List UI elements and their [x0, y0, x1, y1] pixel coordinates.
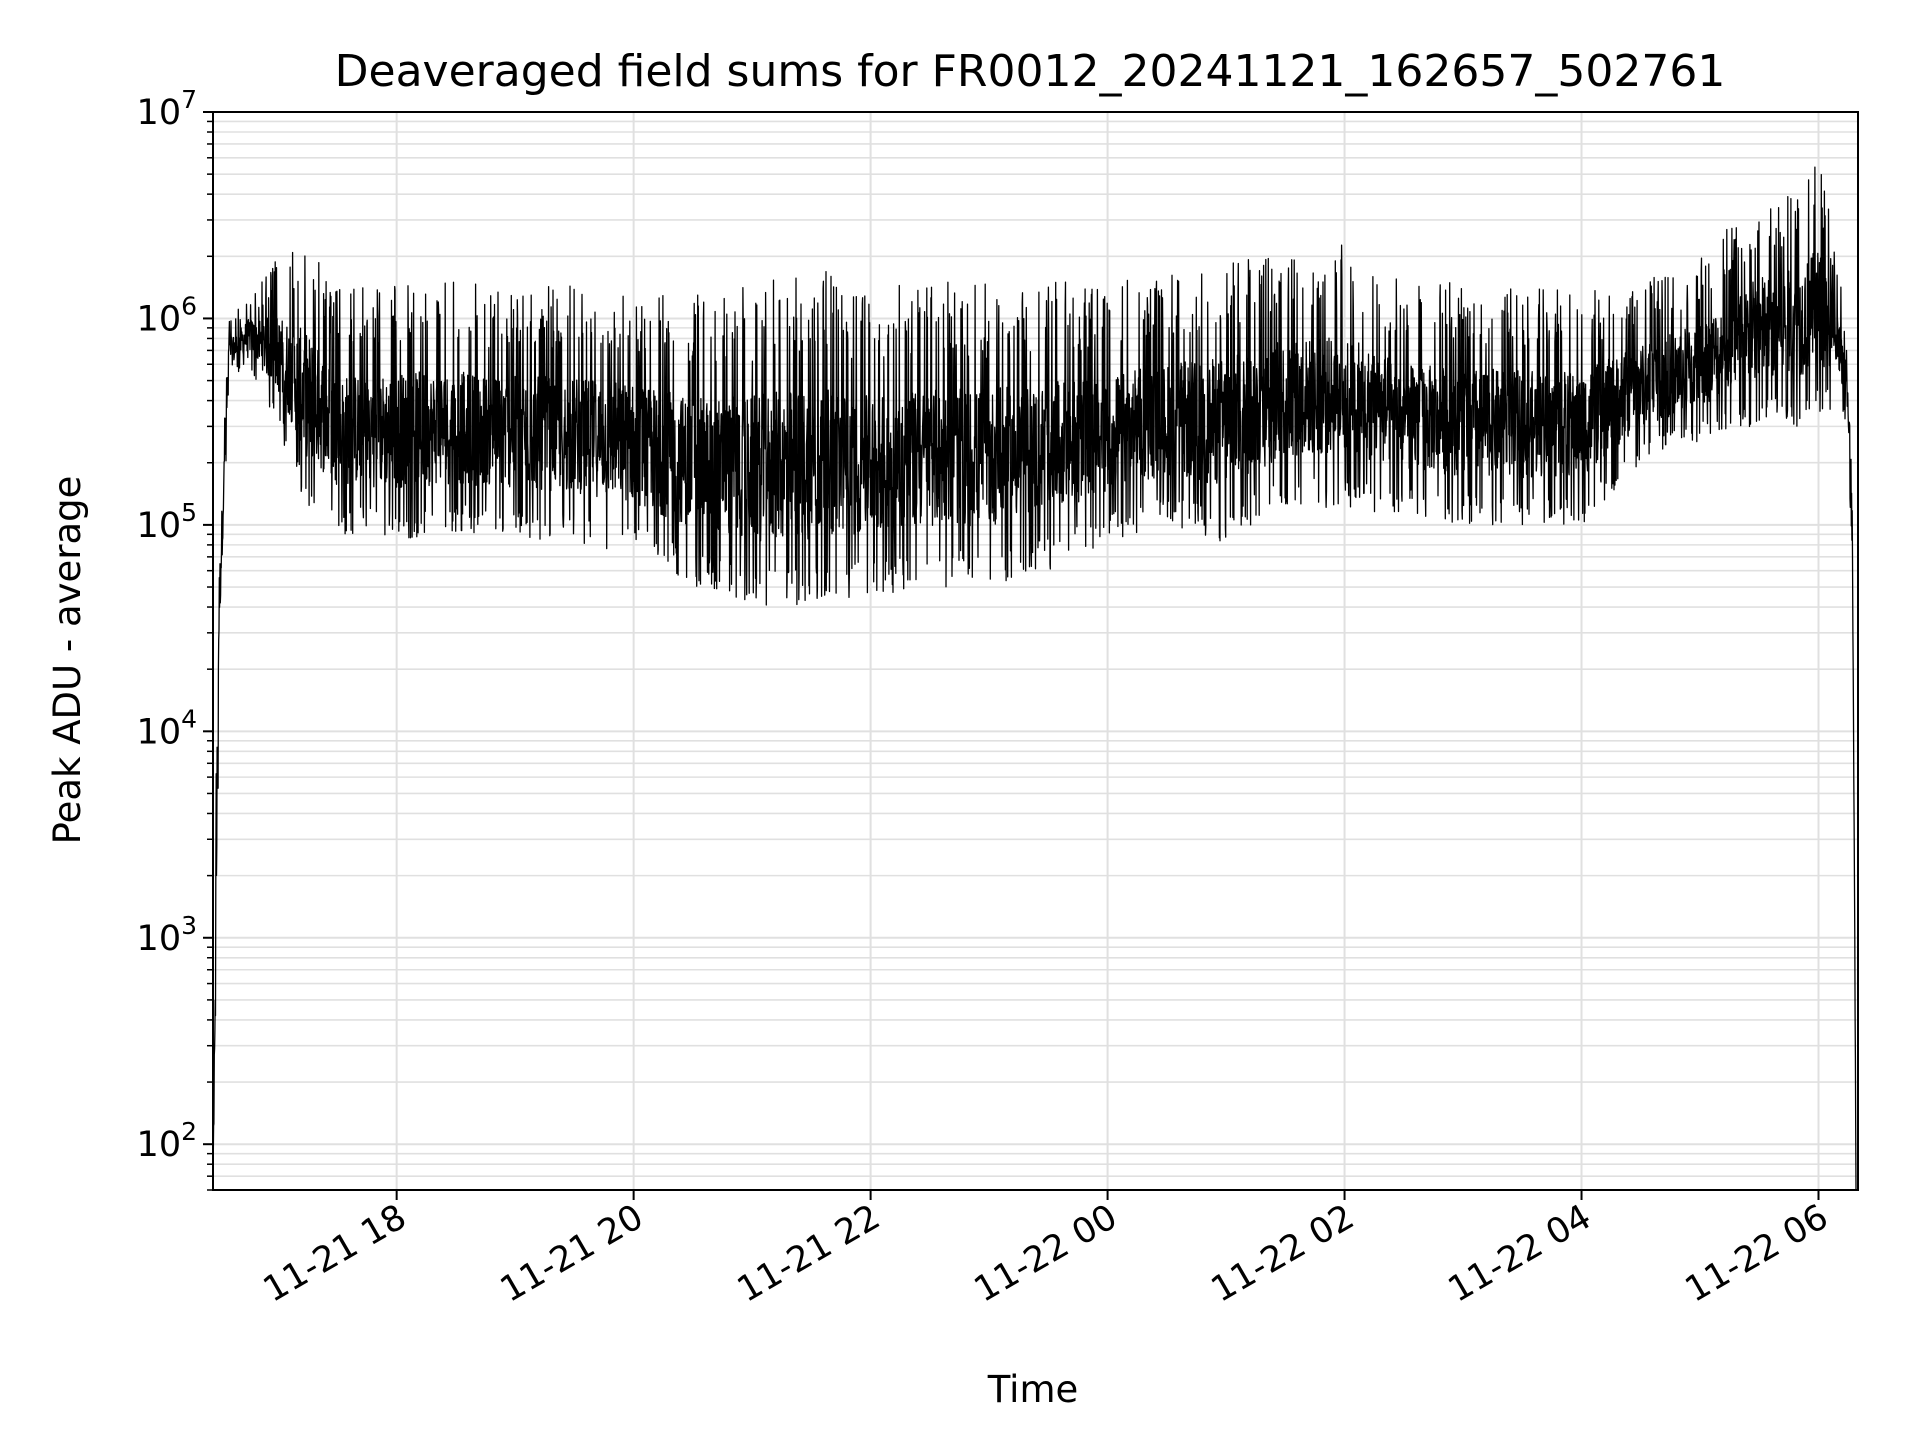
x-tick-label: 11-21 20 — [494, 1197, 650, 1310]
x-tick-label: 11-22 02 — [1205, 1197, 1361, 1310]
y-axis-label: Peak ADU - average — [46, 476, 89, 845]
series-path — [212, 166, 1857, 1191]
x-tick-label: 11-21 18 — [257, 1197, 413, 1310]
y-tick-label: 106 — [137, 291, 197, 339]
grid — [213, 111, 1858, 1191]
x-tick-label: 11-22 06 — [1679, 1197, 1835, 1310]
plot-area-frame — [212, 111, 1859, 1191]
x-axis-label: Time — [987, 1368, 1079, 1411]
x-axis-ticks: 11-21 18 11-21 20 11-21 22 11-22 00 11-22 02… — [257, 1190, 1835, 1310]
y-axis-ticks: 102 103 104 105 106 107 — [137, 85, 213, 1191]
y-tick-label: 104 — [137, 704, 197, 752]
y-tick-label: 103 — [137, 911, 197, 959]
x-tick-label: 11-21 22 — [731, 1197, 887, 1310]
chart-title: Deaveraged field sums for FR0012_2024112… — [335, 46, 1726, 97]
x-tick-label: 11-22 04 — [1442, 1197, 1598, 1310]
series-line — [212, 166, 1857, 1191]
x-tick-label: 11-22 00 — [968, 1197, 1124, 1310]
y-tick-label: 102 — [137, 1117, 197, 1165]
y-tick-label: 105 — [137, 498, 197, 546]
y-tick-label: 107 — [137, 85, 197, 133]
